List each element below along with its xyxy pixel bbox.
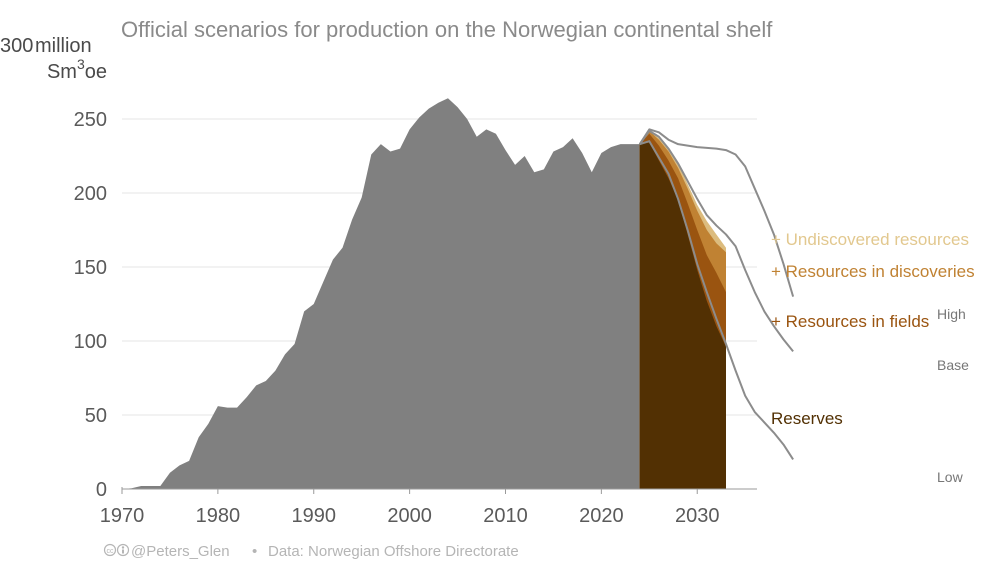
label-resources-in-discoveries: + Resources in discoveries [771, 262, 975, 281]
label-reserves: Reserves [771, 409, 843, 428]
label-scenario-base: Base [937, 357, 969, 373]
y-tick-label: 150 [74, 257, 107, 279]
label-resources-in-fields: + Resources in fields [771, 312, 929, 331]
scenario-line-base [638, 129, 794, 352]
y-tick-label: 100 [74, 331, 107, 353]
x-tick-label: 1990 [291, 505, 336, 527]
y-tick-label: 50 [85, 405, 107, 427]
x-tick-label: 1980 [196, 505, 241, 527]
y-tick-label: 250 [74, 109, 107, 131]
credit-line: cc @Peters_Glen • Data: Norwegian Offsho… [103, 543, 519, 560]
x-tick-label: 2020 [579, 505, 624, 527]
credit-author: @Peters_Glen [131, 543, 230, 560]
forecast-areas [639, 129, 726, 490]
y-tick-label: 200 [74, 183, 107, 205]
series-labels: + Undiscovered resources + Resources in d… [771, 230, 975, 485]
credit-separator: • [252, 543, 257, 560]
label-undiscovered-resources: + Undiscovered resources [771, 230, 969, 249]
x-tick-label: 2000 [387, 505, 432, 527]
scenario-line-low [639, 140, 794, 460]
x-tick-label: 2030 [675, 505, 720, 527]
chart-title: Official scenarios for production on the… [121, 17, 773, 42]
scenario-line-high [638, 128, 795, 297]
svg-text:cc: cc [107, 548, 115, 555]
scenario-lines [638, 128, 795, 460]
y-axis-label-line2: Sm3oe [47, 56, 107, 83]
historical-production-area [122, 98, 640, 489]
label-scenario-high: High [937, 306, 966, 322]
forecast-area-reserves [639, 142, 726, 489]
label-scenario-low: Low [937, 469, 964, 485]
historical-area [122, 98, 640, 489]
cc-by-icons: cc [103, 543, 130, 557]
x-tick-label: 2010 [483, 505, 528, 527]
y-axis-top-tick: 300 [0, 35, 33, 57]
credit-source: Data: Norwegian Offshore Directorate [268, 543, 519, 560]
y-axis-label-line1: million [35, 35, 92, 57]
x-axis: 1970 1980 1990 2000 2010 2020 2030 [100, 488, 757, 527]
y-tick-label: 0 [96, 479, 107, 501]
x-tick-label: 1970 [100, 505, 145, 527]
y-axis: 300 million Sm3oe 0 50 100 150 200 250 [0, 35, 107, 501]
